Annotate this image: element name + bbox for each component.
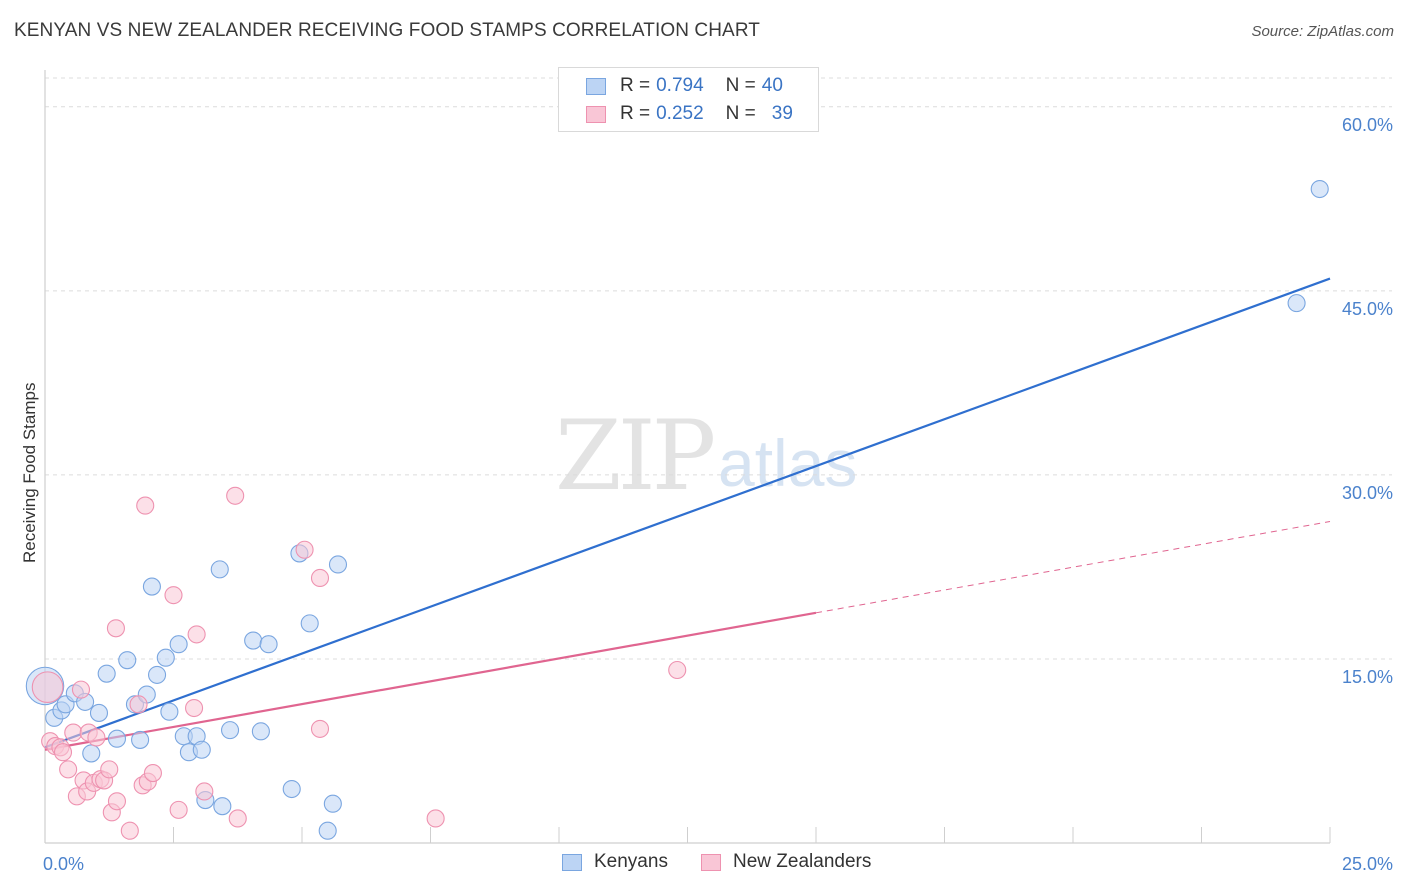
point-kenyans-17	[160, 702, 179, 721]
point-new-zealanders-37	[668, 660, 687, 680]
point-new-zealanders-31	[226, 486, 245, 505]
point-new-zealanders-29	[187, 625, 206, 644]
legend-item-new-zealanders[interactable]: New Zealanders	[701, 851, 871, 873]
y-tick-label-1: 30.0%	[1342, 483, 1393, 503]
legend-swatch-new-zealanders	[701, 853, 721, 871]
point-kenyans-26	[210, 560, 229, 579]
x-tick-label-0: 0.0%	[43, 854, 84, 874]
point-kenyans-32	[300, 614, 319, 633]
point-new-zealanders-16	[100, 760, 119, 779]
point-kenyans-16	[156, 648, 175, 667]
point-new-zealanders-34	[310, 568, 330, 588]
trend-line-kenyans	[44, 277, 1331, 749]
y-tick-label-3: 60.0%	[1342, 115, 1393, 135]
legend-swatch-new-zealanders	[586, 105, 606, 123]
point-new-zealanders-13	[87, 728, 106, 747]
point-kenyans-25	[220, 721, 240, 740]
watermark-atlas: atlas	[718, 426, 858, 500]
correlation-legend: R = 0.794 N = 40 R = 0.252 N = 39	[558, 67, 819, 132]
chart-title: KENYAN VS NEW ZEALANDER RECEIVING FOOD S…	[14, 20, 761, 41]
legend-item-kenyans[interactable]: Kenyans	[562, 851, 668, 873]
point-new-zealanders-27	[169, 800, 188, 819]
legend-n-value-kenyans: 40	[761, 75, 783, 96]
watermark-zip: ZIP	[555, 400, 716, 512]
point-new-zealanders-6	[64, 723, 83, 742]
gridlines	[45, 77, 1392, 660]
point-new-zealanders-30	[195, 782, 214, 801]
point-new-zealanders-25	[143, 764, 162, 783]
axes	[44, 70, 1331, 844]
point-kenyans-34	[323, 794, 342, 813]
point-kenyans-6	[82, 744, 101, 763]
trend-line-extension-new-zealanders	[815, 521, 1331, 614]
point-new-zealanders-26	[164, 586, 183, 605]
legend-r-value-new-zealanders: 0.252	[656, 103, 704, 124]
point-kenyans-36	[1287, 294, 1306, 313]
point-new-zealanders-32	[228, 809, 247, 828]
legend-n-value-new-zealanders: 39	[771, 103, 793, 124]
legend-label-new-zealanders: New Zealanders	[733, 851, 872, 872]
legend-swatch-kenyans	[586, 77, 606, 95]
point-kenyans-15	[148, 665, 167, 684]
trend-lines	[44, 277, 1331, 751]
point-kenyans-28	[251, 722, 270, 741]
series-legend: Kenyans New Zealanders	[0, 851, 1406, 879]
legend-swatch-kenyans	[562, 853, 582, 871]
legend-r-label: R =	[620, 103, 651, 124]
y-tick-label-0: 15.0%	[1342, 667, 1393, 687]
point-new-zealanders-23	[136, 496, 155, 515]
legend-r-value-kenyans: 0.794	[656, 75, 704, 96]
point-kenyans-14	[142, 577, 161, 596]
data-points	[25, 179, 1329, 840]
legend-label-kenyans: Kenyans	[594, 851, 668, 872]
y-tick-label-2: 45.0%	[1342, 299, 1393, 319]
point-kenyans-29	[259, 635, 278, 654]
point-new-zealanders-21	[129, 695, 148, 714]
point-kenyans-12	[131, 730, 150, 749]
point-kenyans-37	[1310, 179, 1329, 199]
tick-labels: 15.0% 30.0% 45.0% 60.0% 0.0% 25.0%	[43, 115, 1393, 874]
legend-n-label: N =	[725, 103, 756, 124]
point-kenyans-18	[169, 635, 188, 654]
point-new-zealanders-36	[426, 809, 445, 828]
point-new-zealanders-20	[120, 821, 139, 840]
point-kenyans-22	[192, 740, 211, 759]
trend-line-new-zealanders	[44, 611, 817, 751]
point-new-zealanders-28	[185, 698, 204, 718]
point-new-zealanders-19	[106, 619, 125, 638]
point-kenyans-24	[213, 797, 232, 816]
point-kenyans-10	[118, 651, 137, 670]
point-kenyans-7	[89, 703, 109, 722]
point-new-zealanders-33	[295, 540, 314, 559]
legend-row-new-zealanders: R = 0.252 N = 39	[559, 100, 793, 128]
point-new-zealanders-8	[71, 680, 91, 699]
legend-n-label: N =	[725, 75, 756, 96]
legend-row-kenyans: R = 0.794 N = 40	[559, 72, 783, 100]
point-new-zealanders-5	[59, 760, 78, 779]
point-new-zealanders-4	[53, 743, 73, 762]
point-kenyans-33	[318, 821, 337, 840]
point-new-zealanders-18	[107, 792, 127, 811]
point-kenyans-9	[107, 729, 127, 748]
point-kenyans-35	[328, 555, 348, 574]
point-kenyans-30	[282, 779, 301, 799]
x-tick-label-1: 25.0%	[1342, 854, 1393, 874]
legend-r-label: R =	[620, 75, 651, 96]
point-new-zealanders-0	[31, 671, 64, 704]
point-kenyans-8	[97, 664, 116, 683]
source-credit: Source: ZipAtlas.com	[1251, 23, 1394, 40]
point-new-zealanders-35	[310, 719, 330, 738]
point-kenyans-27	[244, 631, 263, 650]
